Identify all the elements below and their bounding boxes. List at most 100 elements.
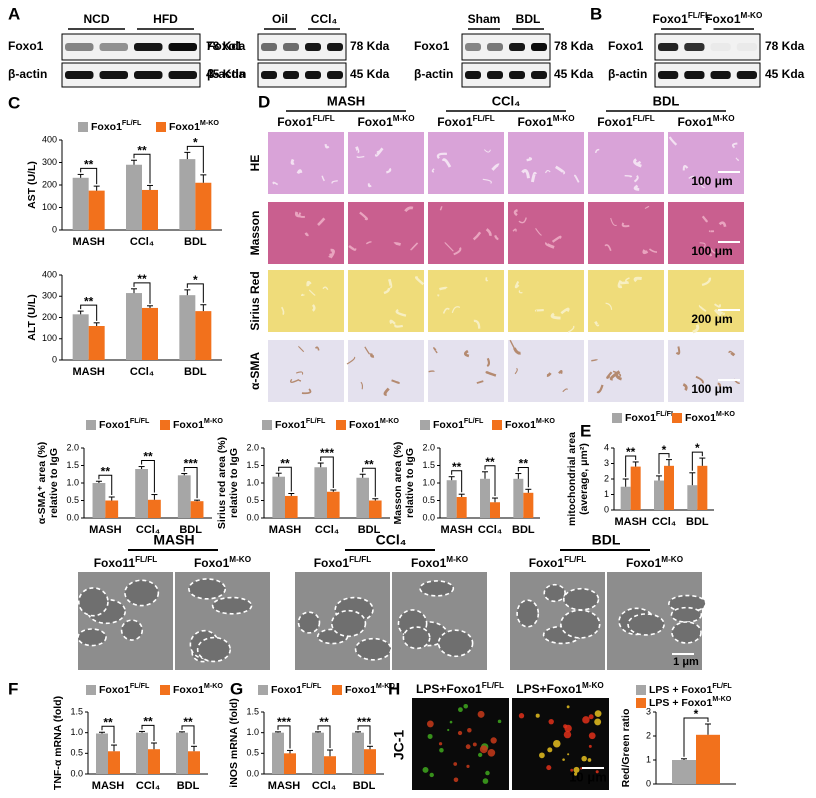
significance-bracket (362, 467, 376, 497)
fluorescence-signal (582, 716, 590, 724)
significance-bracket (186, 145, 204, 173)
y-tick-label: 1.0 (66, 477, 79, 487)
lane-group-label: CCl₄ (311, 12, 338, 26)
legend-label-sup: M-KO (376, 682, 395, 690)
x-tick-label: MASH (268, 780, 300, 792)
blot-band (711, 43, 731, 51)
tissue-structure (692, 323, 700, 334)
significance-label: *** (184, 457, 198, 471)
tissue-structure (473, 319, 481, 329)
y-tick-label: 0 (646, 778, 651, 788)
legend-label-main: LPS + Foxo1 (649, 684, 712, 696)
tissue-structure (463, 349, 470, 358)
bar (142, 307, 158, 360)
bar (272, 476, 285, 518)
legend-label: Foxo1FL/FL (625, 410, 676, 424)
mitochondrion-outline (516, 599, 540, 628)
column-label-sup: FL/FL (313, 114, 335, 123)
tissue-structure (433, 347, 438, 354)
blot-size-label: 45 Kda (554, 67, 594, 81)
significance-bracket (98, 474, 113, 495)
fluorescence-signal (465, 744, 471, 750)
micrograph (668, 340, 744, 402)
y-tick-label: 1.5 (246, 460, 259, 470)
legend-swatch (156, 122, 166, 132)
tissue-structure (348, 244, 357, 251)
column-label-sup: M-KO (553, 114, 575, 123)
column-label-main: Foxo1 (517, 115, 553, 129)
bar (108, 751, 120, 774)
legend-label-main: Foxo1 (173, 419, 204, 431)
blot-band (305, 43, 321, 51)
tissue-structure (356, 155, 365, 158)
blot-row-label: Foxo1 (207, 39, 243, 53)
fluorescence-signal (581, 755, 587, 762)
y-tick-label: 300 (42, 291, 57, 301)
column-label-main: Foxo1 (626, 556, 662, 570)
tissue-structure (535, 227, 542, 236)
blot-row-label: β-actin (207, 67, 246, 81)
tissue-structure (633, 184, 640, 191)
tissue-structure (688, 175, 697, 179)
significance-bracket (278, 466, 292, 492)
tissue-structure (625, 277, 630, 283)
column-label: Foxo1M-KO (411, 555, 468, 571)
blot-band (487, 43, 503, 51)
bar (654, 480, 664, 510)
fluorescence-signal (594, 718, 602, 726)
legend-label: Foxo1M-KO (345, 682, 395, 696)
legend-label-sup: FL/FL (464, 417, 484, 425)
tissue-structure (604, 244, 612, 252)
mitochondrion-outline (670, 606, 703, 623)
panel-letter: F (8, 679, 18, 698)
blot-size-label: 78 Kda (206, 39, 246, 53)
fluorescence-signal (539, 752, 545, 759)
fluorescence-signal (580, 767, 583, 770)
tissue-structure (444, 242, 454, 252)
blot-band (509, 43, 525, 51)
tissue-structure (428, 370, 435, 373)
micrograph (508, 132, 584, 194)
group-label: BDL (592, 532, 621, 548)
blot-band (65, 71, 94, 79)
tissue-structure (551, 235, 562, 243)
em-image (78, 572, 173, 670)
row-label: Masson (248, 211, 262, 256)
tissue-structure (386, 167, 392, 174)
legend-swatch (78, 122, 88, 132)
x-tick-label: MASH (72, 236, 104, 248)
legend-label-main: Foxo1 (275, 419, 306, 431)
tissue-structure (483, 149, 491, 153)
tissue-structure (442, 307, 450, 314)
legend-label-sup: M-KO (204, 682, 223, 690)
legend-label-sup: M-KO (716, 410, 735, 418)
legend-label: Foxo1M-KO (685, 410, 735, 424)
tissue-structure (391, 379, 400, 384)
blot-row-label: β-actin (8, 67, 47, 81)
mitochondrion-outline (77, 628, 107, 647)
tissue-structure (388, 278, 393, 289)
blot-band (658, 71, 679, 79)
legend-label: Foxo1FL/FL (99, 417, 150, 431)
bar (135, 469, 148, 518)
blot-row-label: Foxo1 (608, 39, 644, 53)
fluorescence-signal (553, 739, 561, 748)
tissue-structure (395, 309, 407, 317)
column-label-main: Foxo1 (529, 556, 565, 570)
y-tick-label: 300 (42, 157, 57, 167)
legend-label-main: Foxo1 (271, 684, 302, 696)
legend-label-main: Foxo1 (505, 419, 536, 431)
tissue-structure (324, 144, 330, 149)
scale-bar-label: 10 μm (569, 769, 607, 784)
blot-band (710, 71, 731, 79)
mitochondrion-outline (330, 609, 367, 638)
panel-letter: D (258, 92, 270, 111)
blot-membrane (461, 33, 551, 61)
micrograph (268, 270, 344, 332)
bar (148, 499, 161, 518)
tissue-structure (290, 378, 299, 383)
bar (92, 483, 106, 518)
column-label: Foxo1FL/FL (277, 114, 335, 130)
lane-group-label-main: HFD (153, 12, 178, 26)
